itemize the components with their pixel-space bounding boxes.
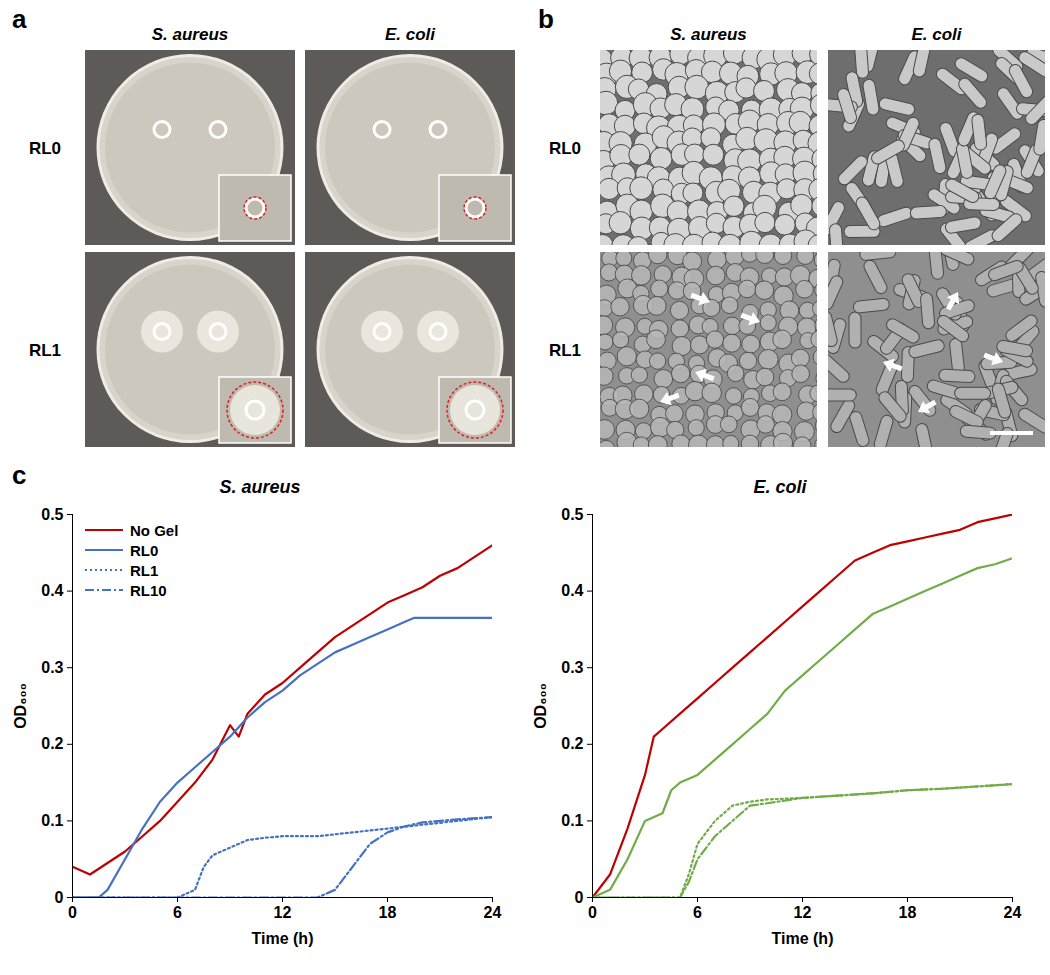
- html-text:RL1: RL1: [130, 561, 159, 579]
- svg-text:Time (h): Time (h): [772, 930, 834, 947]
- svg-text:E. coli: E. coli: [385, 25, 436, 44]
- svg-text:RL1: RL1: [549, 341, 581, 360]
- svg-text:S. aureus: S. aureus: [670, 25, 747, 44]
- svg-text:0.1: 0.1: [561, 812, 583, 829]
- svg-text:18: 18: [899, 904, 917, 921]
- svg-text:0.2: 0.2: [561, 735, 583, 752]
- svg-text:24: 24: [1004, 904, 1022, 921]
- svg-text:6: 6: [693, 904, 702, 921]
- svg-text:0.3: 0.3: [561, 659, 583, 676]
- html-text:S. aureus: S. aureus: [219, 477, 301, 497]
- svg-text:0.5: 0.5: [41, 506, 63, 523]
- svg-text:24: 24: [484, 904, 502, 921]
- svg-text:0.2: 0.2: [41, 735, 63, 752]
- svg-text:RL0: RL0: [549, 139, 581, 158]
- svg-text:0.4: 0.4: [41, 582, 63, 599]
- svg-text:RL1: RL1: [29, 341, 61, 360]
- svg-text:E. coli: E. coli: [911, 25, 962, 44]
- svg-text:Time (h): Time (h): [252, 930, 314, 947]
- svg-text:0: 0: [55, 889, 64, 906]
- html-text:E. coli: E. coli: [753, 477, 807, 497]
- html-text:RL0: RL0: [130, 541, 159, 559]
- svg-text:S. aureus: S. aureus: [152, 25, 229, 44]
- svg-text:OD₆₀₀: OD₆₀₀: [12, 683, 29, 729]
- svg-text:0.3: 0.3: [41, 659, 63, 676]
- svg-text:0: 0: [575, 889, 584, 906]
- svg-text:12: 12: [794, 904, 812, 921]
- svg-text:0: 0: [588, 904, 597, 921]
- svg-text:18: 18: [379, 904, 397, 921]
- svg-text:0.5: 0.5: [561, 506, 583, 523]
- svg-text:0.4: 0.4: [561, 582, 583, 599]
- svg-text:6: 6: [173, 904, 182, 921]
- html-text:No Gel: No Gel: [130, 521, 179, 539]
- svg-text:12: 12: [274, 904, 292, 921]
- html-text:c: c: [12, 460, 27, 490]
- svg-text:OD₆₀₀: OD₆₀₀: [532, 683, 549, 729]
- svg-text:0.1: 0.1: [41, 812, 63, 829]
- svg-text:RL0: RL0: [29, 139, 61, 158]
- svg-text:0: 0: [68, 904, 77, 921]
- svg-text:a: a: [12, 4, 27, 34]
- svg-text:b: b: [538, 4, 554, 34]
- html-text:RL10: RL10: [130, 581, 167, 599]
